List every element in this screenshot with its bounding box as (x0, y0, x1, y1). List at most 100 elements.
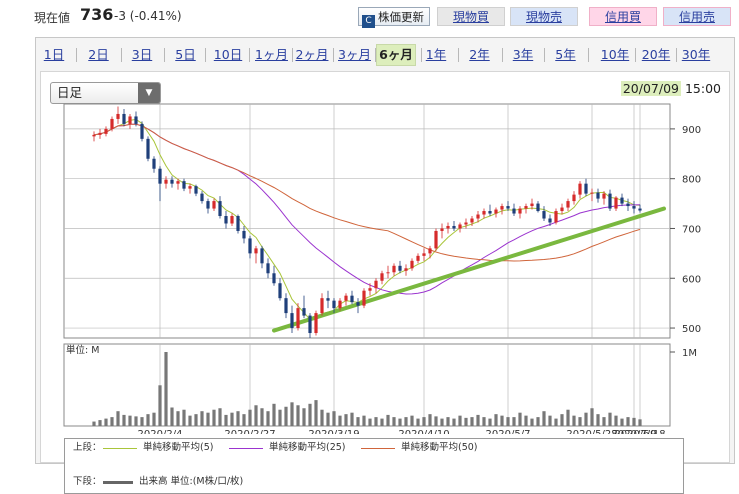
candle-body (194, 186, 198, 194)
period-tab[interactable]: 20年 (641, 47, 671, 62)
volume-bar (620, 418, 624, 426)
candle-body (536, 203, 540, 212)
candle-body (206, 201, 210, 209)
candle-body (434, 230, 438, 249)
period-separator (457, 48, 459, 62)
chart-date: 20/07/09 (620, 81, 681, 96)
volume-bar (110, 417, 114, 426)
candle-body (260, 248, 264, 264)
period-tab[interactable]: 5日 (175, 47, 196, 62)
volume-bar (158, 385, 162, 426)
candle-body (116, 113, 120, 119)
candle-body (104, 128, 108, 134)
candle-body (380, 273, 384, 281)
period-separator (249, 48, 250, 62)
period-tab[interactable]: 10年 (600, 47, 630, 62)
period-tab[interactable]: 2日 (88, 47, 109, 62)
candle-body (530, 203, 534, 207)
volume-bar (572, 415, 576, 426)
candle-body (272, 273, 276, 284)
moving-average-line (93, 123, 641, 262)
volume-bar (422, 417, 426, 426)
buy-margin-button[interactable]: 信用買 (589, 7, 657, 26)
candle-body (410, 260, 414, 269)
volume-bar (638, 419, 642, 426)
period-tab[interactable]: 3ヶ月 (338, 47, 371, 62)
period-tab[interactable]: 6ヶ月 (376, 44, 416, 66)
candle-body (584, 183, 588, 194)
volume-bar (188, 415, 192, 426)
volume-bar (410, 415, 414, 426)
volume-bar (134, 416, 138, 426)
x-tick-label: 2020/3/19 (308, 429, 359, 434)
candle-body (404, 268, 408, 271)
volume-bar (146, 414, 150, 426)
volume-bar (602, 417, 606, 426)
chart-legend: 上段： 単純移動平均(5) 単純移動平均(25) 単純移動平均(50) 下段： … (64, 438, 684, 494)
volume-bar (170, 407, 174, 426)
period-tab[interactable]: 1年 (425, 47, 447, 62)
volume-bar (434, 416, 438, 426)
period-tab[interactable]: 2ヶ月 (295, 47, 329, 62)
buy-spot-button[interactable]: 現物買 (437, 7, 505, 26)
candle-body (122, 113, 126, 124)
x-tick-label: 2020/6/18 (614, 429, 665, 434)
volume-bar (440, 418, 444, 426)
volume-bar (380, 418, 384, 426)
period-tab[interactable]: 1ヶ月 (255, 47, 288, 62)
candle-body (158, 168, 162, 184)
candle-body (152, 158, 156, 169)
period-tab[interactable]: 30年 (681, 47, 711, 62)
volume-bar (230, 412, 234, 426)
candle-body (134, 116, 138, 124)
period-tab[interactable]: 2年 (469, 47, 490, 62)
volume-bar (338, 415, 342, 426)
candle-body (512, 208, 516, 214)
period-tab[interactable]: 1日 (43, 47, 65, 62)
period-tab[interactable]: 10日 (213, 47, 243, 62)
candle-body (464, 222, 468, 225)
stock-chart: 2020/2/4 2020/2/27 2020/3/19 2020/4/10 2020/… (63, 103, 701, 434)
chart-area: 日足 ▼ 20/07/09 15:00 2020/2/42020/2/27202… (40, 71, 730, 494)
volume-bar (470, 417, 474, 426)
volume-bar (98, 420, 102, 426)
chart-panel: 1日 2日 3日 5日 10日 1ヶ月 2ヶ月 3ヶ月 6ヶ月 1年 2年 3年 5年 10年 20年 30年… (35, 37, 735, 494)
period-tab[interactable]: 3年 (512, 47, 534, 62)
volume-bar (272, 403, 276, 426)
price-label: 現在値 (34, 11, 71, 25)
candle-body (458, 224, 462, 229)
volume-bar (500, 415, 504, 426)
update-price-button[interactable]: C 株価更新 (358, 7, 430, 28)
period-separator (635, 48, 636, 62)
volume-bar (416, 418, 420, 426)
volume-bar (248, 409, 252, 426)
volume-bar (494, 414, 498, 426)
volume-bar (176, 411, 180, 426)
chart-time: 15:00 (684, 81, 721, 96)
period-tab[interactable]: 3日 (131, 47, 153, 62)
volume-bar (404, 417, 408, 426)
candle-body (350, 295, 354, 303)
candle-body (422, 253, 426, 256)
candle-body (452, 225, 456, 229)
candle-body (164, 179, 168, 184)
sell-spot-button[interactable]: 現物売 (510, 7, 578, 26)
candle-body (128, 116, 132, 124)
candle-body (290, 313, 294, 329)
candle-body (560, 207, 564, 212)
volume-legend-label: 出来高 単位:(M株/口/枚) (139, 476, 244, 487)
period-tab[interactable]: 5年 (555, 47, 576, 62)
chart-type-select[interactable]: 日足 ▼ (50, 82, 161, 104)
candle-body (338, 300, 342, 309)
volume-bar (314, 400, 318, 426)
volume-bar (398, 418, 402, 426)
volume-bar (476, 414, 480, 426)
sell-margin-button[interactable]: 信用売 (663, 7, 731, 26)
candle-body (392, 265, 396, 273)
candle-body (554, 211, 558, 223)
volume-bar (614, 415, 618, 426)
ma25-legend-label: 単純移動平均(25) (269, 442, 346, 453)
volume-bar (356, 417, 360, 426)
price-pane-frame (63, 103, 671, 339)
candle-body (242, 230, 246, 239)
